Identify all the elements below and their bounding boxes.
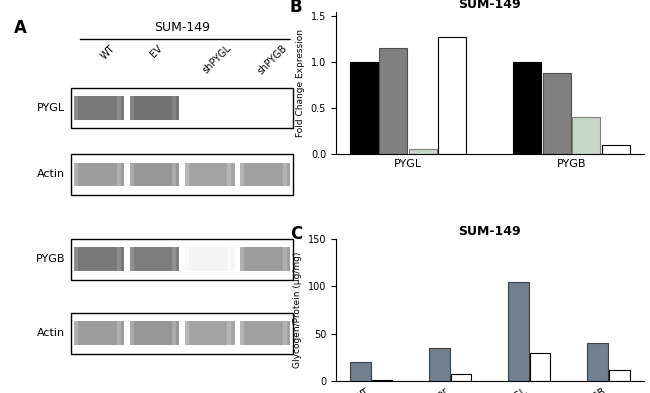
Bar <box>129 321 179 345</box>
Bar <box>74 321 78 345</box>
Bar <box>129 248 133 271</box>
Bar <box>240 248 244 271</box>
Bar <box>409 149 437 154</box>
Bar <box>514 62 541 154</box>
Bar <box>172 96 176 119</box>
Bar <box>429 348 450 381</box>
Text: Actin: Actin <box>37 328 65 338</box>
Bar <box>240 163 244 186</box>
Text: PYGL: PYGL <box>37 103 65 113</box>
Bar <box>372 380 393 381</box>
Text: A: A <box>14 19 27 37</box>
Bar <box>602 145 629 154</box>
Bar <box>185 163 235 186</box>
Bar <box>185 321 189 345</box>
Bar <box>572 117 600 154</box>
Bar <box>240 163 290 186</box>
Bar <box>74 163 78 186</box>
Text: SUM-149: SUM-149 <box>154 21 210 34</box>
Bar <box>227 248 231 271</box>
Bar <box>74 248 124 271</box>
Bar <box>543 73 571 154</box>
Bar <box>508 282 528 381</box>
Bar <box>240 321 290 345</box>
Bar <box>240 248 290 271</box>
Bar <box>172 163 176 186</box>
Text: B: B <box>290 0 302 16</box>
Bar <box>185 321 235 345</box>
Bar <box>450 374 471 381</box>
Bar <box>185 163 189 186</box>
Y-axis label: Glycogen/Protein (µg/mg): Glycogen/Protein (µg/mg) <box>293 252 302 368</box>
Bar <box>129 248 179 271</box>
Bar <box>129 96 179 119</box>
Bar <box>530 353 551 381</box>
Text: WT: WT <box>99 43 117 61</box>
Bar <box>74 96 78 119</box>
Title: SUM-149: SUM-149 <box>458 0 521 11</box>
Bar <box>116 248 120 271</box>
Bar <box>129 163 133 186</box>
Bar <box>380 48 408 154</box>
Bar <box>227 321 231 345</box>
Text: C: C <box>290 225 302 243</box>
Bar <box>74 321 124 345</box>
Y-axis label: Fold Change Expression: Fold Change Expression <box>296 29 306 137</box>
Bar <box>74 163 124 186</box>
Title: SUM-149: SUM-149 <box>458 225 521 238</box>
Bar <box>172 321 176 345</box>
Bar <box>116 163 120 186</box>
Bar <box>283 321 287 345</box>
Text: EV: EV <box>148 43 164 59</box>
Bar <box>72 88 293 128</box>
Bar <box>74 96 124 119</box>
Bar <box>129 321 133 345</box>
Bar <box>74 248 78 271</box>
Bar <box>609 370 629 381</box>
Bar <box>185 248 235 271</box>
Bar <box>438 37 466 154</box>
Bar <box>72 239 293 280</box>
Bar <box>172 248 176 271</box>
Bar <box>350 362 370 381</box>
Bar <box>72 313 293 354</box>
Bar <box>587 343 608 381</box>
Bar <box>283 163 287 186</box>
Text: shPYGL: shPYGL <box>201 43 233 76</box>
Bar <box>72 154 293 195</box>
Bar <box>116 96 120 119</box>
Bar <box>116 321 120 345</box>
Bar <box>129 163 179 186</box>
Bar <box>240 321 244 345</box>
Bar <box>227 163 231 186</box>
Bar <box>185 248 189 271</box>
Bar <box>129 96 133 119</box>
Text: Actin: Actin <box>37 169 65 179</box>
Bar <box>350 62 378 154</box>
Text: PYGB: PYGB <box>36 254 65 264</box>
Text: shPYGB: shPYGB <box>256 43 289 77</box>
Bar <box>283 248 287 271</box>
